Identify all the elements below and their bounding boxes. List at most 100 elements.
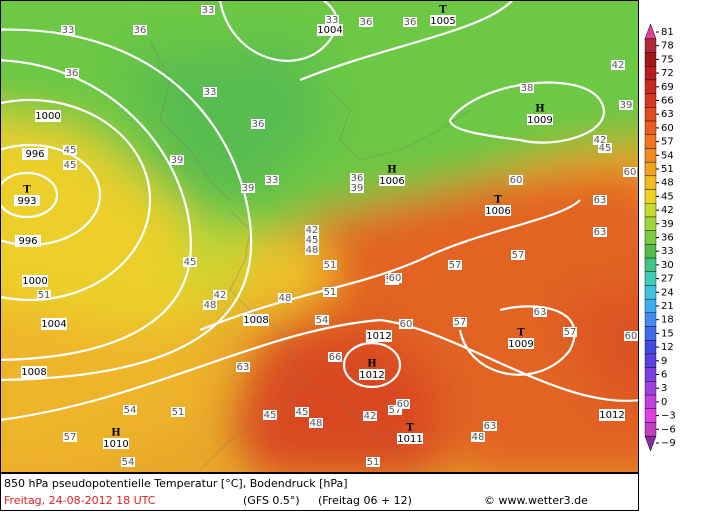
label-box	[379, 175, 405, 186]
contour-label: 45	[64, 160, 77, 171]
label-box	[593, 195, 607, 205]
label-box	[236, 362, 250, 372]
contour-label: 45	[599, 143, 612, 154]
label-box	[170, 155, 184, 165]
label-box	[359, 369, 385, 380]
label-box	[251, 119, 265, 129]
colorbar-label: 54	[661, 150, 674, 161]
colorbar-cap	[644, 435, 657, 452]
label-box	[203, 300, 217, 310]
pressure-center-value: 1009	[508, 339, 533, 350]
label-box	[323, 287, 337, 297]
contour-label: 60	[510, 175, 523, 186]
label-box	[278, 293, 292, 303]
colorbar-swatch	[644, 394, 657, 409]
colorbar-swatch	[644, 340, 657, 355]
pressure-center-symbol: T	[23, 185, 31, 196]
colorbar-label: 0	[661, 397, 667, 408]
label-box	[563, 327, 577, 337]
contour-label: 45	[64, 145, 77, 156]
pressure-center-value: 1006	[485, 206, 510, 217]
label-box	[624, 331, 638, 341]
colorbar-label: 78	[661, 41, 674, 52]
contour-label: 36	[351, 173, 364, 184]
contour-label: 63	[594, 227, 607, 238]
colorbar-swatch	[644, 408, 657, 423]
label-box	[397, 433, 423, 444]
label-box	[533, 307, 547, 317]
label-box	[403, 17, 417, 27]
page-frame	[0, 0, 639, 511]
colorbar: 8178757269666360575451484542393633302724…	[644, 23, 676, 452]
contour-label: 36	[134, 25, 147, 36]
label-box	[213, 290, 227, 300]
label-box	[295, 407, 309, 417]
contour-label: 54	[316, 315, 329, 326]
pressure-center-value: 1011	[397, 434, 422, 445]
colorbar-label: 21	[661, 301, 674, 312]
caption-date: Freitag, 24-08-2012 18 UTC	[4, 494, 156, 507]
label-box	[448, 260, 462, 270]
colorbar-swatch	[644, 161, 657, 177]
label-box	[305, 225, 319, 235]
isobar-label: 996	[18, 236, 37, 247]
colorbar-label: 9	[661, 356, 667, 367]
contour-label: 51	[367, 457, 380, 468]
contour-label: 63	[594, 195, 607, 206]
contour-label: 51	[324, 287, 337, 298]
contour-label: 33	[266, 175, 279, 186]
contour-label: 63	[534, 307, 547, 318]
label-box	[350, 173, 364, 183]
contour-label: 63	[237, 362, 250, 373]
colorbar-swatch	[644, 367, 657, 382]
label-box	[37, 290, 51, 300]
colorbar-label: 75	[661, 54, 674, 65]
pressure-center-value: 1012	[359, 370, 384, 381]
label-box	[359, 17, 373, 27]
colorbar-swatch	[644, 189, 657, 204]
label-box	[430, 15, 456, 26]
colorbar-swatch	[644, 326, 657, 341]
colorbar-label: 60	[661, 123, 674, 134]
isobar-label: 1004	[317, 25, 342, 36]
colorbar-swatch	[644, 134, 657, 149]
colorbar-cap	[644, 23, 657, 40]
label-box	[509, 175, 523, 185]
label-box	[123, 405, 137, 415]
colorbar-label: 51	[661, 164, 674, 175]
label-box	[15, 235, 41, 247]
label-box	[366, 330, 392, 342]
caption-run: (Freitag 06 + 12)	[318, 494, 412, 507]
label-box	[315, 315, 329, 325]
colorbar-label: 72	[661, 68, 674, 79]
contour-label: 60	[389, 273, 402, 284]
colorbar-swatch	[644, 271, 657, 286]
colorbar-swatch	[644, 353, 657, 368]
colorbar-label: 39	[661, 219, 674, 230]
colorbar-label: 18	[661, 315, 674, 326]
label-box	[171, 407, 185, 417]
label-box	[366, 457, 380, 467]
label-box	[520, 83, 534, 93]
colorbar-swatch	[644, 230, 657, 245]
contour-label: 57	[454, 317, 467, 328]
pressure-center-symbol: H	[111, 428, 120, 439]
colorbar-label: 12	[661, 342, 674, 353]
coastlines	[149, 39, 471, 471]
contour-label: 57	[564, 327, 577, 338]
contour-label: 42	[214, 290, 227, 301]
colorbar-label: 57	[661, 137, 674, 148]
contour-label: 33	[204, 87, 217, 98]
isobar-label: 1008	[243, 315, 268, 326]
colorbar-label: −6	[661, 424, 676, 435]
contour-label: 57	[512, 250, 525, 261]
colorbar-swatch	[644, 244, 657, 259]
contour-label: 57	[389, 405, 402, 416]
colorbar-label: 63	[661, 109, 674, 120]
pressure-center-value: 1010	[103, 439, 128, 450]
contour-label: 45	[296, 407, 309, 418]
label-box	[363, 411, 377, 421]
label-box	[619, 100, 633, 110]
label-box	[241, 183, 255, 193]
label-box	[65, 68, 79, 78]
